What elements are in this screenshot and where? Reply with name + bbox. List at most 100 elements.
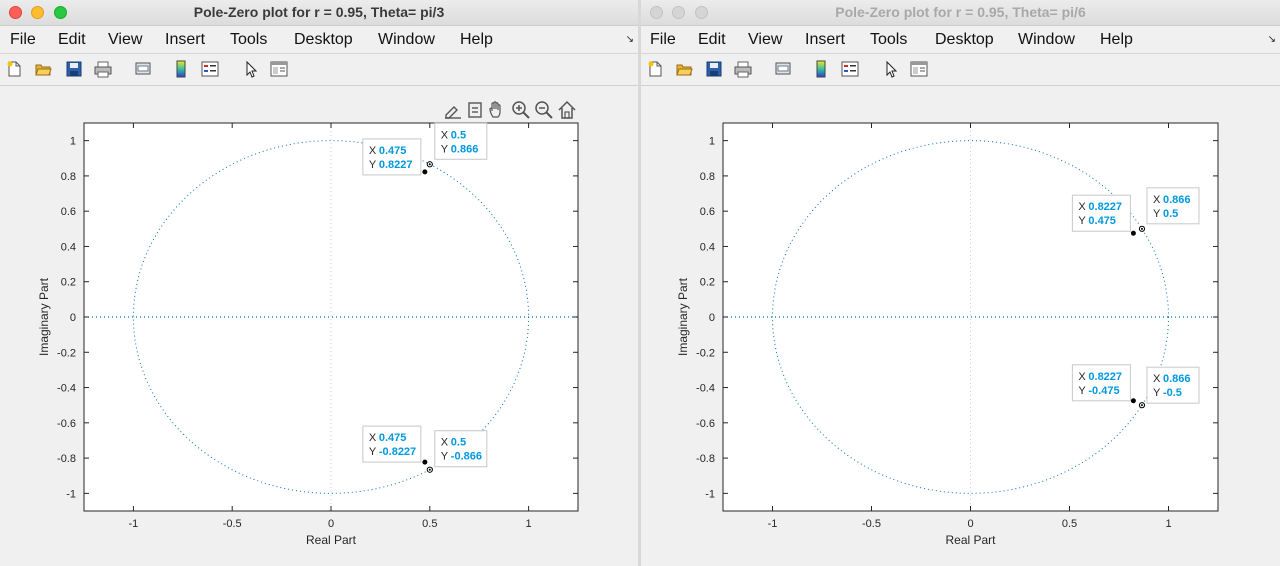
restore-view-icon[interactable] (557, 100, 577, 120)
zoom-out-icon[interactable] (534, 100, 554, 120)
new-figure-icon[interactable] (5, 60, 23, 78)
menu-tools[interactable]: Tools (230, 31, 268, 48)
link-plot-icon[interactable] (134, 60, 152, 78)
x-tick-label: -0.5 (223, 518, 242, 530)
x-tick-label: 0.5 (1062, 518, 1077, 530)
open-file-icon[interactable] (34, 60, 52, 78)
datatip-x-value: 0.475 (379, 145, 407, 157)
figure-toolbar (0, 54, 638, 86)
menu-file[interactable]: File (650, 31, 676, 48)
menu-tools[interactable]: Tools (870, 31, 908, 48)
menu-help[interactable]: Help (1100, 31, 1133, 48)
y-tick-label: 0.6 (61, 206, 76, 218)
window-titlebar[interactable]: Pole-Zero plot for r = 0.95, Theta= pi/6 (641, 0, 1280, 26)
datatip-box (434, 430, 488, 468)
y-tick-label: 0.2 (700, 277, 715, 289)
brush-icon[interactable] (443, 100, 463, 120)
x-tick-label: -0.5 (862, 518, 881, 530)
datatip-x-label: X (369, 145, 377, 157)
datatip-x-value: 0.475 (379, 432, 407, 444)
menu-file[interactable]: File (10, 31, 36, 48)
y-tick-label: 1 (70, 136, 76, 148)
datatip-y-label: Y (369, 446, 377, 458)
menu-window[interactable]: Window (378, 31, 435, 48)
unit-circle (772, 140, 1169, 494)
menu-desktop[interactable]: Desktop (294, 31, 353, 48)
close-button[interactable] (650, 6, 663, 19)
colorbar-icon[interactable] (172, 60, 190, 78)
menu-view[interactable]: View (748, 31, 783, 48)
menu-view[interactable]: View (108, 31, 143, 48)
close-button[interactable] (9, 6, 22, 19)
y-tick-label: 0.8 (61, 171, 76, 183)
datatip-x-value: 0.5 (451, 437, 466, 449)
edit-plot-arrow-icon[interactable] (882, 60, 900, 78)
property-inspector-icon[interactable] (270, 60, 288, 78)
dock-figure-icon[interactable]: ↘ (1267, 34, 1276, 45)
datatip-box (1146, 366, 1200, 404)
datatip-y-value: 0.866 (451, 143, 479, 155)
legend-icon[interactable] (841, 60, 859, 78)
legend-icon[interactable] (201, 60, 219, 78)
print-icon[interactable] (734, 60, 752, 78)
y-tick-label: 0 (709, 312, 715, 324)
pole-zero-plot[interactable]: -1 -0.5 0 0.5 1 1 0.8 0.6 0.4 0.2 0 -0.2 -0.4 -0.6 -0.… (0, 86, 638, 566)
datatip: X 0.5Y -0.866 (434, 430, 488, 468)
datatip-y-value: -0.866 (451, 451, 482, 463)
datatip-x-label: X (1078, 371, 1086, 383)
menu-desktop[interactable]: Desktop (935, 31, 994, 48)
figure-window-right[interactable]: Pole-Zero plot for r = 0.95, Theta= pi/6… (641, 0, 1280, 566)
menu-insert[interactable]: Insert (165, 31, 206, 48)
datatip-x-label: X (441, 129, 449, 141)
datatip-y-label: Y (1153, 208, 1161, 220)
property-inspector-icon[interactable] (910, 60, 928, 78)
new-figure-icon[interactable] (646, 60, 664, 78)
zoom-button[interactable] (54, 6, 67, 19)
x-tick-label: -1 (768, 518, 778, 530)
dock-figure-icon[interactable]: ↘ (625, 34, 634, 45)
datatip-box (362, 138, 422, 176)
menu-insert[interactable]: Insert (805, 31, 846, 48)
open-file-icon[interactable] (675, 60, 693, 78)
y-tick-label: -0.2 (696, 347, 715, 359)
datatip-y-value: -0.8227 (379, 446, 416, 458)
zoom-in-icon[interactable] (511, 100, 531, 120)
menu-window[interactable]: Window (1018, 31, 1075, 48)
y-tick-label: -0.6 (696, 418, 715, 430)
datatip: X 0.5Y 0.866 (434, 122, 488, 160)
minimize-button[interactable] (672, 6, 685, 19)
y-tick-label: 0.2 (61, 277, 76, 289)
zoom-button[interactable] (695, 6, 708, 19)
datatip-icon[interactable] (465, 100, 485, 120)
colorbar-icon[interactable] (812, 60, 830, 78)
datatip-box (434, 122, 488, 160)
y-tick-label: -0.8 (696, 453, 715, 465)
x-tick-label: -1 (129, 518, 139, 530)
datatip-y-value: 0.8227 (379, 159, 413, 171)
y-tick-label: -0.6 (57, 418, 76, 430)
y-axis-label: Imaginary Part (37, 277, 51, 356)
y-tick-label: 0.6 (700, 206, 715, 218)
data-point-center (428, 468, 431, 471)
print-icon[interactable] (94, 60, 112, 78)
datatip-y-value: -0.5 (1163, 387, 1182, 399)
data-point (422, 169, 428, 175)
link-plot-icon[interactable] (774, 60, 792, 78)
menu-edit[interactable]: Edit (698, 31, 726, 48)
pan-hand-icon[interactable] (487, 100, 507, 120)
menu-edit[interactable]: Edit (58, 31, 86, 48)
x-axis-label: Real Part (945, 533, 996, 547)
pole-zero-plot[interactable]: -1 -0.5 0 0.5 1 1 0.8 0.6 0.4 0.2 0 -0.2 -0.4 -0.6 -0.… (641, 86, 1280, 566)
data-point (1130, 398, 1136, 404)
edit-plot-arrow-icon[interactable] (242, 60, 260, 78)
save-icon[interactable] (705, 60, 723, 78)
menu-help[interactable]: Help (460, 31, 493, 48)
figure-window-left[interactable]: Pole-Zero plot for r = 0.95, Theta= pi/3… (0, 0, 638, 566)
save-icon[interactable] (65, 60, 83, 78)
x-tick-label: 0 (967, 518, 973, 530)
minimize-button[interactable] (31, 6, 44, 19)
window-titlebar[interactable]: Pole-Zero plot for r = 0.95, Theta= pi/3 (0, 0, 638, 26)
